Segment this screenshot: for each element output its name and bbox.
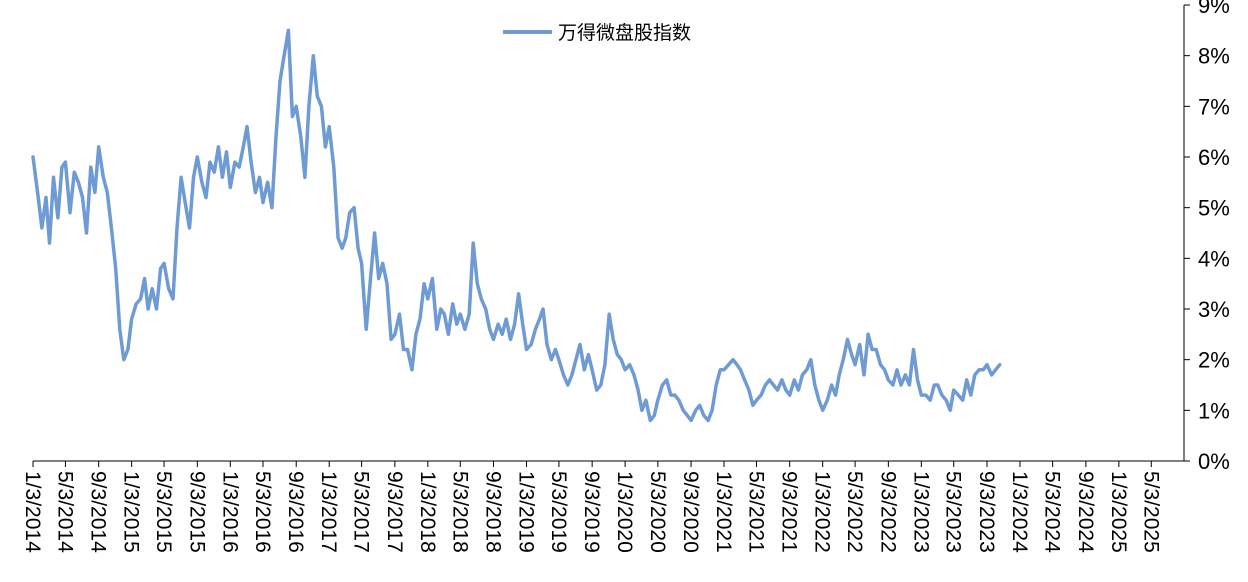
x-tick-label: 1/3/2021 [712, 471, 735, 553]
x-tick-label: 1/3/2023 [909, 471, 932, 553]
legend: 万得微盘股指数 [503, 22, 691, 44]
y-tick-label: 9% [1198, 0, 1230, 18]
x-tick-label: 5/3/2017 [350, 471, 373, 553]
x-tick-label: 1/3/2024 [1008, 471, 1031, 553]
y-tick-label: 5% [1198, 196, 1230, 221]
x-tick-label: 5/3/2024 [1041, 471, 1064, 553]
y-tick-label: 2% [1198, 348, 1230, 373]
x-tick-label: 9/3/2023 [975, 471, 998, 553]
x-tick-label: 9/3/2016 [284, 471, 307, 553]
x-tick-label: 1/3/2020 [613, 471, 636, 553]
x-tick-label: 9/3/2019 [580, 471, 603, 553]
x-tick-label: 9/3/2017 [383, 471, 406, 553]
x-tick-label: 5/3/2021 [744, 471, 767, 553]
x-tick-label: 5/3/2016 [251, 471, 274, 553]
x-tick-label: 5/3/2025 [1139, 471, 1162, 553]
x-tick-label: 9/3/2021 [778, 471, 801, 553]
x-tick-label: 1/3/2022 [811, 471, 834, 553]
axes: 0% 1% 2% 3% 4% 5% 6% 7% 8% 9% 1/3/2014 5/3/2014 9/3/… [21, 0, 1230, 553]
x-tick-label: 1/3/2018 [416, 471, 439, 553]
y-tick-label: 7% [1198, 94, 1230, 119]
y-tick-label: 0% [1198, 449, 1230, 474]
x-tick-label: 5/3/2023 [942, 471, 965, 553]
x-tick-label: 1/3/2025 [1107, 471, 1130, 553]
x-tick-label: 1/3/2017 [317, 471, 340, 553]
legend-label: 万得微盘股指数 [558, 22, 691, 44]
x-tick-label: 5/3/2014 [53, 471, 76, 553]
x-tick-label: 1/3/2016 [218, 471, 241, 553]
x-tick-label: 1/3/2015 [120, 471, 143, 553]
x-tick-label: 1/3/2014 [21, 471, 44, 553]
x-tick-label: 9/3/2024 [1074, 471, 1097, 553]
x-tick-label: 5/3/2022 [843, 471, 866, 553]
x-tick-label: 9/3/2014 [87, 471, 110, 553]
y-tick-label: 3% [1198, 297, 1230, 322]
x-tick-label: 5/3/2015 [152, 471, 175, 553]
y-tick-label: 1% [1198, 398, 1230, 423]
x-tick-label: 9/3/2015 [185, 471, 208, 553]
series-line [31, 28, 1002, 423]
y-tick-label: 6% [1198, 145, 1230, 170]
x-tick-label: 5/3/2020 [646, 471, 669, 553]
x-tick-label: 5/3/2018 [448, 471, 471, 553]
x-tick-label: 1/3/2019 [514, 471, 537, 553]
series-layer [31, 28, 1002, 423]
x-tick-label: 9/3/2020 [679, 471, 702, 553]
x-tick-label: 9/3/2022 [876, 471, 899, 553]
x-tick-label: 5/3/2019 [547, 471, 570, 553]
y-tick-label: 4% [1198, 246, 1230, 271]
x-tick-label: 9/3/2018 [482, 471, 505, 553]
y-tick-label: 8% [1198, 44, 1230, 69]
